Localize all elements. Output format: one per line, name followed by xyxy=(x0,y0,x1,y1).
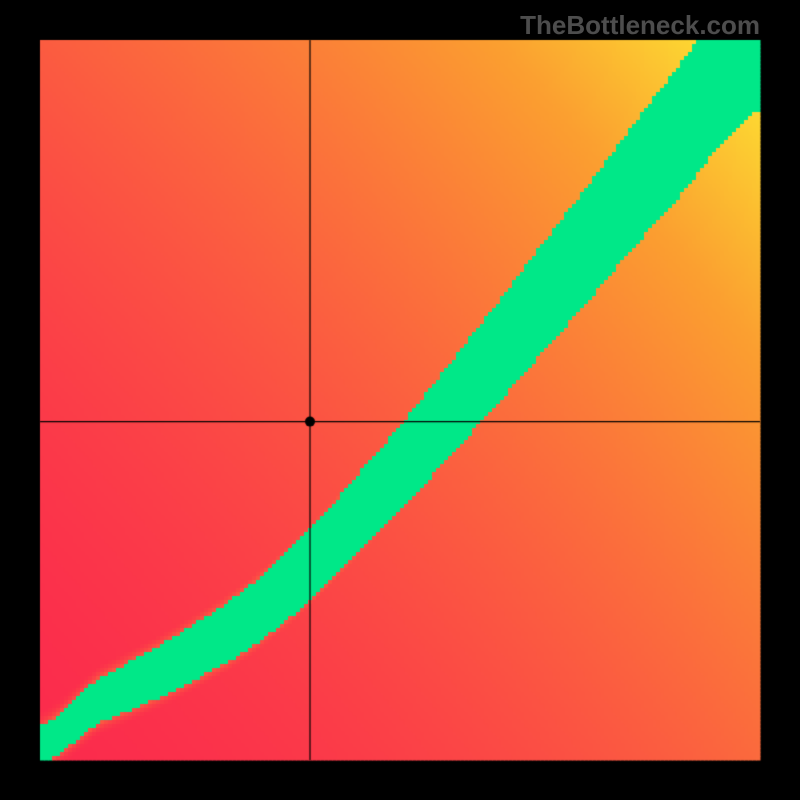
chart-container: { "watermark": { "text": "TheBottleneck.… xyxy=(0,0,800,800)
crosshair-overlay-canvas xyxy=(0,0,800,800)
watermark-text: TheBottleneck.com xyxy=(520,10,760,41)
